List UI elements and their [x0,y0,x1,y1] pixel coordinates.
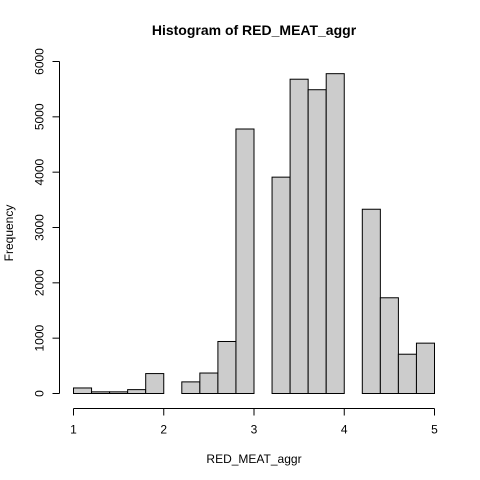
y-tick-label: 2000 [33,269,47,296]
x-tick-label: 2 [160,423,167,437]
histogram-bar [146,374,164,394]
y-tick-label: 5000 [33,103,47,130]
x-tick-label: 4 [341,423,348,437]
histogram-bar [92,392,110,394]
chart-title: Histogram of RED_MEAT_aggr [152,22,357,38]
x-tick-label: 3 [251,423,258,437]
histogram-bar [362,209,380,393]
y-tick-label: 4000 [33,158,47,185]
histogram-bar [380,298,398,394]
y-tick-label: 0 [33,390,47,397]
histogram-bar [182,382,200,394]
histogram-bar [416,343,434,393]
y-tick-label: 3000 [33,214,47,241]
y-tick-label: 1000 [33,324,47,351]
histogram-bar [74,388,92,394]
histogram-bar [308,90,326,394]
histogram-bar [218,341,236,393]
y-axis-label: Frequency [2,205,16,262]
histogram-bar [110,392,128,394]
histogram-bar [272,177,290,393]
histogram-bar [200,373,218,393]
x-tick-label: 1 [70,423,77,437]
y-tick-label: 6000 [33,48,47,75]
y-axis: 0 1000 2000 3000 4000 5000 6000 [33,48,60,397]
x-axis-label: RED_MEAT_aggr [206,452,301,466]
bars-group [74,74,435,394]
histogram-bar [236,129,254,393]
histogram-bar [326,74,344,394]
x-axis: 1 2 3 4 5 [70,409,438,437]
histogram-bar [290,79,308,393]
histogram-bar [128,390,146,394]
histogram-bar [398,354,416,393]
x-tick-label: 5 [431,423,438,437]
